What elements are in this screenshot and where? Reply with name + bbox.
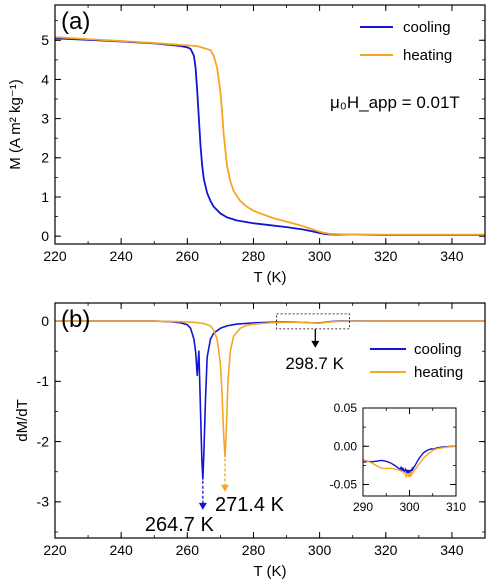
panel-b-ylabel: dM/dT [14, 399, 31, 442]
inset-ticks: 290 300 310 0.05 0.00 -0.05 [330, 401, 467, 514]
y-tick-label: 0.00 [334, 439, 358, 453]
panel-a-ticks: 220 240 260 280 300 320 340 0 1 2 3 4 5 [41, 5, 486, 264]
y-tick-label: -2 [37, 433, 50, 449]
panel-b-xlabel: T (K) [253, 563, 286, 580]
panel-a-xlabel: T (K) [253, 269, 286, 286]
arrowhead-transition-peak [311, 340, 320, 348]
panel-b-frame [54, 302, 486, 539]
legend-label-cooling: cooling [414, 341, 462, 358]
x-tick-label: 300 [399, 500, 419, 514]
label-transition-peak: 298.7 K [285, 354, 344, 373]
x-tick-label: 220 [43, 248, 67, 264]
series-line-heating [55, 320, 485, 458]
legend-label-heating: heating [403, 47, 452, 64]
x-tick-label: 320 [374, 542, 398, 558]
label-cooling-peak: 264.7 K [145, 514, 215, 536]
inset-plot: 290 300 310 0.05 0.00 -0.05 [330, 401, 467, 514]
x-tick-label: 310 [446, 500, 466, 514]
inset-frame [362, 407, 457, 497]
panel-a-ylabel: M (A m² kg⁻¹) [7, 79, 24, 169]
series-line-heating [54, 36, 485, 236]
panel-a: 220 240 260 280 300 320 340 0 1 2 3 4 5 (a) T (K) M … [7, 4, 486, 286]
x-tick-label: 300 [308, 248, 332, 264]
panel-a-series [54, 36, 485, 236]
x-tick-label: 240 [109, 542, 133, 558]
panel-b-series [55, 320, 485, 480]
legend-label-cooling: cooling [403, 19, 451, 36]
y-tick-label: 3 [41, 111, 49, 127]
inset-background [363, 408, 456, 496]
x-tick-label: 290 [353, 500, 373, 514]
zoom-region-box [276, 313, 350, 330]
arrowhead-cooling-peak [198, 502, 207, 510]
legend-label-heating: heating [414, 364, 463, 381]
x-tick-label: 300 [308, 542, 332, 558]
panel-b-legend: cooling heating [370, 341, 463, 381]
label-heating-peak: 271.4 K [215, 494, 285, 516]
panel-a-frame [54, 4, 486, 245]
x-tick-label: 280 [242, 248, 266, 264]
y-tick-label: -3 [37, 494, 50, 510]
x-tick-label: 340 [440, 248, 464, 264]
panel-a-label: (a) [61, 8, 90, 35]
y-tick-label: 0.05 [334, 401, 358, 415]
arrowhead-heating-peak [221, 484, 230, 492]
y-tick-label: 2 [41, 150, 49, 166]
y-tick-label: 0 [41, 228, 49, 244]
x-tick-label: 260 [176, 542, 200, 558]
y-tick-label: -0.05 [330, 478, 358, 492]
field-annotation: μ₀H_app = 0.01T [330, 93, 460, 112]
x-tick-label: 280 [242, 542, 266, 558]
inset-series [362, 445, 457, 479]
panel-b-annotations: 264.7 K 271.4 K 298.7 K [145, 328, 345, 536]
series-line-cooling [54, 37, 485, 236]
panel-b-label: (b) [61, 306, 90, 333]
inset-line-cooling [362, 445, 457, 475]
y-tick-label: 1 [41, 189, 49, 205]
panel-a-legend: cooling heating [360, 19, 452, 64]
inset-line-heating [362, 445, 457, 479]
y-tick-label: 4 [41, 71, 49, 87]
y-tick-label: 0 [41, 313, 49, 329]
x-tick-label: 340 [440, 542, 464, 558]
x-tick-label: 260 [176, 248, 200, 264]
x-tick-label: 220 [43, 542, 67, 558]
panel-b: 220 240 260 280 300 320 340 0 -1 -2 -3 (b) T (K) d… [14, 302, 486, 580]
y-tick-label: 5 [41, 32, 49, 48]
y-tick-label: -1 [37, 373, 50, 389]
x-tick-label: 240 [109, 248, 133, 264]
x-tick-label: 320 [374, 248, 398, 264]
